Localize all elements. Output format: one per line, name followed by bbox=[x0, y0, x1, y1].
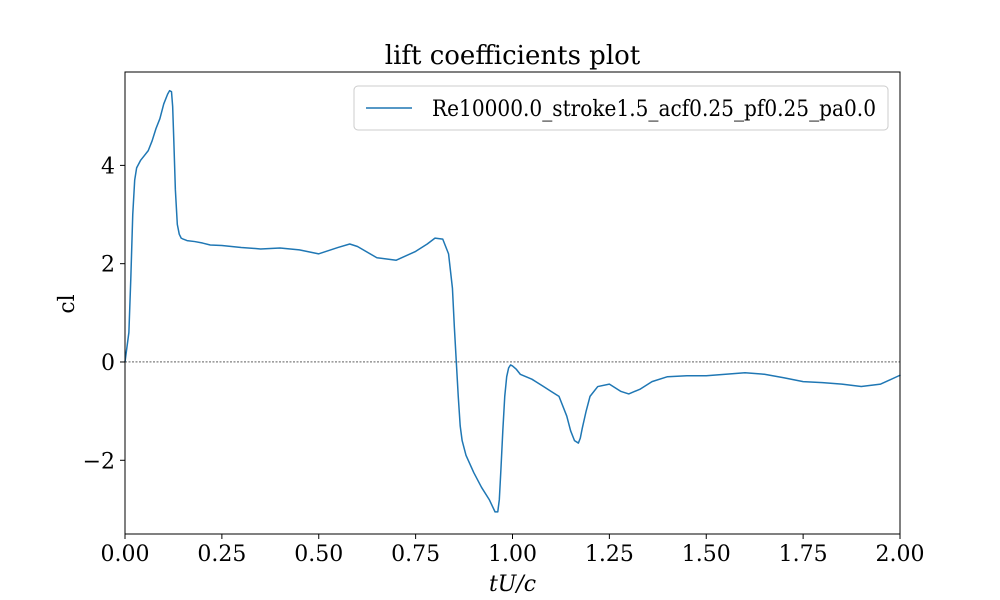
chart-title: lift coefficients plot bbox=[385, 41, 641, 71]
y-tick-label: 2 bbox=[101, 253, 115, 278]
x-axis-label: tU/c bbox=[489, 572, 536, 597]
x-tick-label: 1.25 bbox=[585, 542, 634, 567]
y-tick-label: 0 bbox=[101, 351, 115, 376]
x-tick-label: 0.75 bbox=[391, 542, 440, 567]
y-axis-label: cl bbox=[55, 294, 80, 313]
y-tick-label: −2 bbox=[83, 449, 115, 474]
legend-box bbox=[353, 85, 889, 131]
x-tick-label: 1.75 bbox=[779, 542, 828, 567]
x-tick-label: 1.00 bbox=[488, 542, 537, 567]
x-tick-label: 1.50 bbox=[682, 542, 731, 567]
x-tick-label: 0.00 bbox=[101, 542, 150, 567]
y-tick-label: 4 bbox=[101, 154, 115, 179]
x-tick-label: 0.25 bbox=[197, 542, 246, 567]
series-line-0 bbox=[124, 89, 901, 513]
x-tick-label: 2.00 bbox=[876, 542, 925, 567]
plot-area: 0.00 0.25 0.50 0.75 1.00 1.25 1.50 1.75 2.00 −2 0 2… bbox=[83, 71, 925, 567]
legend-label: Re10000.0_stroke1.5_acf0.25_pf0.25_pa0.0 bbox=[432, 97, 876, 122]
x-tick-label: 0.50 bbox=[294, 542, 343, 567]
